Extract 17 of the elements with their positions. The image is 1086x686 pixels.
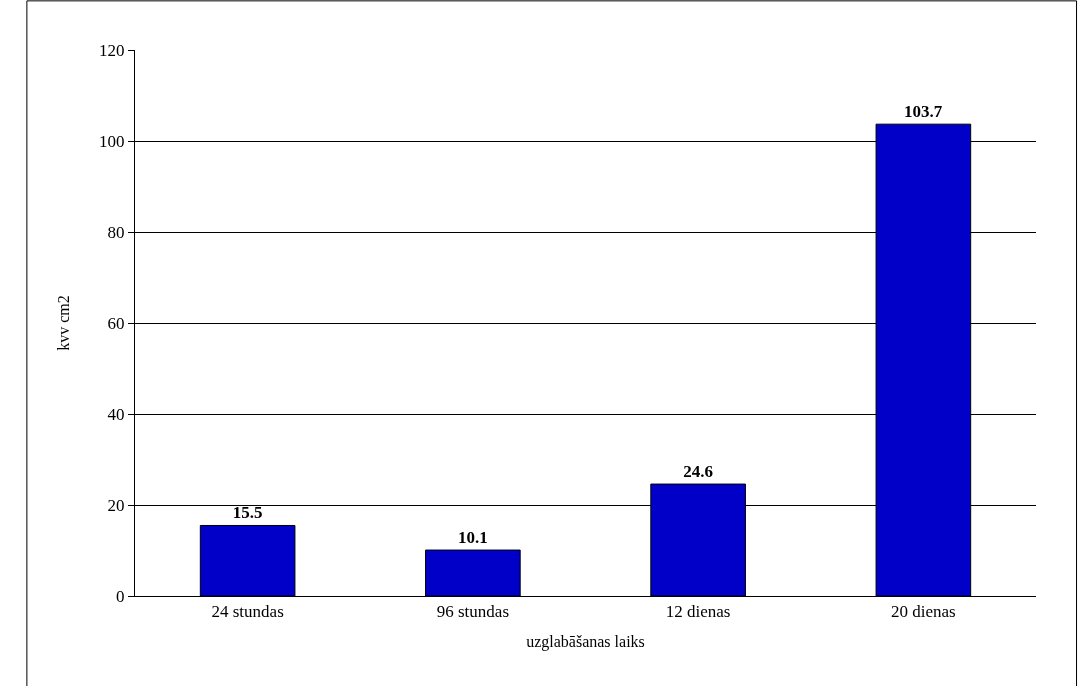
x-axis-title: uzglabāšanas laiks [526, 633, 645, 652]
data-label: 103.7 [904, 102, 943, 122]
data-label: 15.5 [232, 503, 263, 523]
y-axis-title: kvv cm2 [55, 295, 72, 351]
y-tick-label: 40 [107, 404, 125, 424]
x-tick-label: 20 dienas [891, 602, 956, 622]
y-tick-label: 120 [99, 40, 125, 60]
data-label: 24.6 [683, 462, 713, 482]
x-tick-label: 96 stundas [436, 602, 510, 622]
y-tick-label: 100 [99, 131, 125, 151]
data-label: 10.1 [458, 528, 488, 548]
y-tick-label: 20 [107, 495, 125, 515]
y-tick-label: 0 [116, 586, 125, 606]
y-tick-label: 60 [107, 313, 125, 333]
x-tick-label: 24 stundas [211, 602, 284, 622]
x-tick-label: 12 dienas [665, 602, 731, 622]
y-tick-label: 80 [107, 222, 125, 242]
